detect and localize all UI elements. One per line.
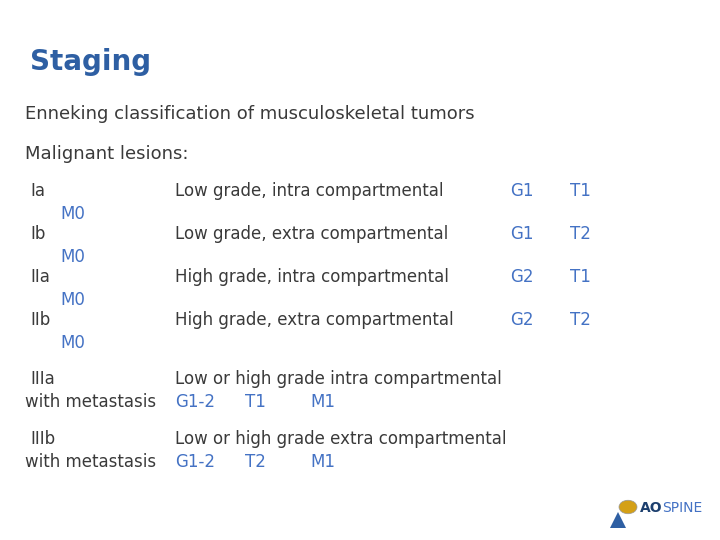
Text: Low or high grade intra compartmental: Low or high grade intra compartmental (175, 370, 502, 388)
Text: with metastasis: with metastasis (25, 453, 156, 471)
Text: M1: M1 (310, 393, 335, 411)
Text: T2: T2 (245, 453, 266, 471)
Text: M0: M0 (60, 334, 85, 352)
Circle shape (619, 500, 637, 514)
Text: IIIb: IIIb (30, 430, 55, 448)
Text: IIa: IIa (30, 268, 50, 286)
Text: G1-2: G1-2 (175, 393, 215, 411)
Text: T1: T1 (570, 182, 591, 200)
Text: High grade, intra compartmental: High grade, intra compartmental (175, 268, 449, 286)
Text: G2: G2 (510, 311, 534, 329)
Text: T1: T1 (570, 268, 591, 286)
Text: M0: M0 (60, 248, 85, 266)
Text: Low or high grade extra compartmental: Low or high grade extra compartmental (175, 430, 506, 448)
Text: Ia: Ia (30, 182, 45, 200)
Text: M1: M1 (310, 453, 335, 471)
Text: Malignant lesions:: Malignant lesions: (25, 145, 189, 163)
Text: SPINE: SPINE (662, 501, 702, 515)
Text: High grade, extra compartmental: High grade, extra compartmental (175, 311, 454, 329)
Text: IIIa: IIIa (30, 370, 55, 388)
Text: M0: M0 (60, 205, 85, 223)
Text: Low grade, extra compartmental: Low grade, extra compartmental (175, 225, 449, 243)
Polygon shape (610, 512, 626, 528)
Text: G1: G1 (510, 182, 534, 200)
Text: AO: AO (640, 501, 662, 515)
Text: G2: G2 (510, 268, 534, 286)
Text: T2: T2 (570, 225, 591, 243)
Text: Low grade, intra compartmental: Low grade, intra compartmental (175, 182, 444, 200)
Text: M0: M0 (60, 291, 85, 309)
Text: with metastasis: with metastasis (25, 393, 156, 411)
Text: Enneking classification of musculoskeletal tumors: Enneking classification of musculoskelet… (25, 105, 474, 123)
Text: T1: T1 (245, 393, 266, 411)
Text: T2: T2 (570, 311, 591, 329)
Text: Staging: Staging (30, 48, 151, 76)
Text: Ib: Ib (30, 225, 45, 243)
Text: G1: G1 (510, 225, 534, 243)
Text: IIb: IIb (30, 311, 50, 329)
Text: G1-2: G1-2 (175, 453, 215, 471)
